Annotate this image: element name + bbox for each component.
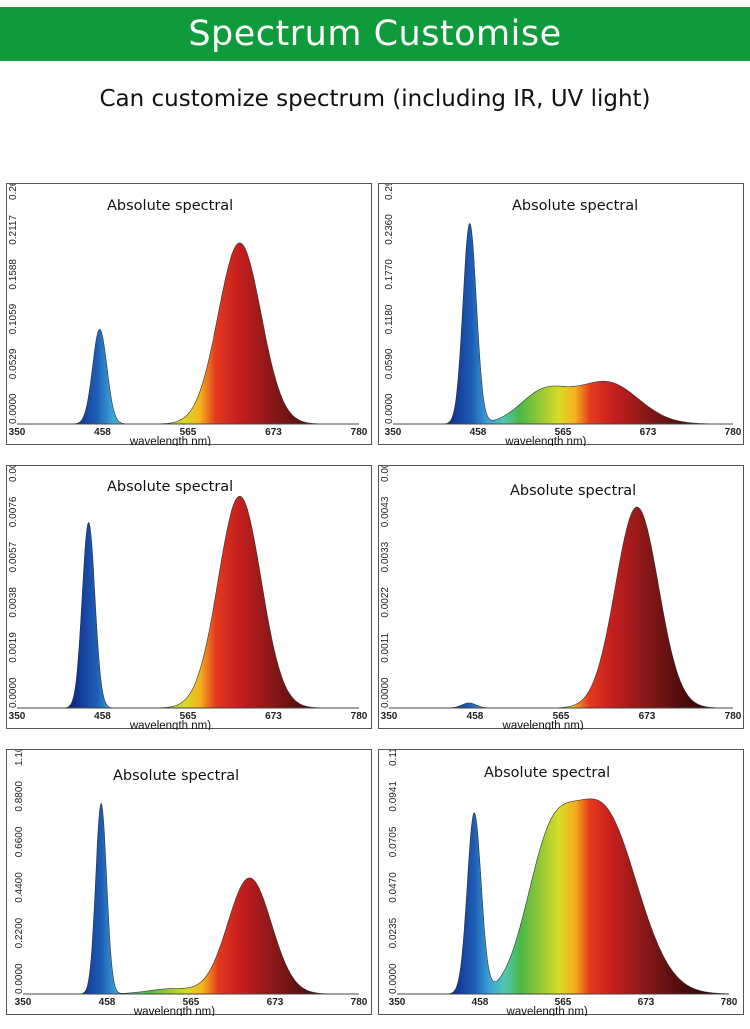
spectrum-chart-2: Absolute spectral 350 458 565 673 780 0.0000 0… — [378, 183, 744, 446]
x-tick-label: 350 — [15, 997, 32, 1008]
x-axis-label: wavelength nm) — [129, 720, 211, 730]
spectrum-area — [17, 495, 359, 709]
y-tick-label: 0.0590 — [384, 348, 395, 379]
y-tick-label: 0.0235 — [388, 917, 399, 948]
y-tick-label: 0.0011 — [380, 633, 391, 663]
x-tick-label: 565 — [555, 997, 572, 1008]
spectrum-chart-6: Absolute spectral 350 458 565 673 780 0.0000 0… — [378, 749, 744, 1016]
spectrum-area — [397, 798, 730, 995]
x-tick-label: 565 — [180, 711, 197, 722]
x-axis-label: wavelength nm) — [504, 436, 586, 446]
x-tick-label: 565 — [555, 427, 572, 438]
y-tick-label: 0.0033 — [380, 541, 391, 572]
y-tick-label: 0.2200 — [14, 917, 25, 948]
x-tick-label: 780 — [725, 711, 742, 722]
y-tick-label: 0.0019 — [8, 632, 19, 663]
y-tick-label: 0.4400 — [14, 872, 25, 903]
x-tick-label: 458 — [472, 997, 489, 1008]
y-tick-label: 0.0057 — [8, 541, 19, 572]
x-tick-label: 780 — [351, 711, 368, 722]
x-tick-label: 673 — [638, 997, 655, 1008]
spectrum-chart-5: Absolute spectral 350 458 565 673 780 0.0000 0… — [6, 749, 372, 1016]
x-tick-label: 780 — [725, 427, 742, 438]
y-tick-label: 0.0054 — [380, 466, 391, 482]
x-tick-label: 673 — [639, 711, 656, 722]
x-tick-label: 673 — [265, 711, 282, 722]
y-tick-label: 0.0000 — [384, 393, 395, 424]
y-tick-label: 0.1176 — [388, 750, 399, 766]
chart-canvas: 350 458 565 673 780 0.0000 0.0235 0.0470 0.0705 0… — [388, 750, 738, 1016]
x-tick-label: 350 — [9, 711, 26, 722]
y-tick-label: 0.8800 — [14, 781, 25, 812]
chart-title: Absolute spectral — [113, 768, 240, 784]
chart-canvas: 350 458 565 673 780 0.0000 0.0019 0.0038 0.0057 0… — [8, 466, 368, 730]
x-axis-label: wavelength nm) — [129, 436, 211, 446]
banner-title: Spectrum Customise — [188, 14, 562, 54]
x-tick-label: 565 — [183, 997, 200, 1008]
x-axis-label: wavelength nm) — [133, 1006, 215, 1016]
chart-title: Absolute spectral — [512, 198, 639, 214]
y-tick-label: 0.0000 — [388, 963, 399, 994]
y-tick-label: 0.0000 — [380, 677, 391, 708]
spectrum-area — [393, 222, 733, 425]
x-tick-label: 673 — [265, 427, 282, 438]
y-tick-label: 0.0043 — [380, 496, 391, 527]
x-tick-label: 673 — [640, 427, 657, 438]
chart-title: Absolute spectral — [107, 479, 234, 495]
chart-canvas: 350 458 565 673 780 0.0000 0.0590 0.1180 0.1770 0… — [384, 184, 742, 446]
spectrum-area — [389, 506, 733, 709]
y-tick-label: 0.1588 — [8, 259, 19, 290]
spectrum-chart-3: Absolute spectral 350 458 565 673 780 0.0000 0… — [6, 465, 372, 730]
chart-title: Absolute spectral — [510, 483, 637, 499]
x-tick-label: 780 — [351, 427, 368, 438]
spectrum-area — [23, 802, 359, 995]
y-tick-label: 0.0038 — [8, 587, 19, 618]
spectrum-chart-1: Absolute spectral 350 458 565 673 780 0.0000 0… — [6, 183, 372, 446]
x-tick-label: 780 — [351, 997, 368, 1008]
y-tick-label: 0.0000 — [8, 677, 19, 708]
y-tick-label: 0.1770 — [384, 259, 395, 290]
x-tick-label: 565 — [553, 711, 570, 722]
y-tick-label: 0.2950 — [384, 184, 395, 200]
x-tick-label: 350 — [389, 997, 406, 1008]
x-tick-label: 673 — [267, 997, 284, 1008]
y-tick-label: 0.0705 — [388, 826, 399, 857]
chart-canvas: 350 458 565 673 780 0.0000 0.2200 0.4400 0.6600 0… — [14, 750, 368, 1016]
x-tick-label: 458 — [94, 427, 111, 438]
y-tick-label: 0.0022 — [380, 587, 391, 618]
x-tick-label: 565 — [180, 427, 197, 438]
header-banner: Spectrum Customise — [0, 7, 750, 61]
y-tick-label: 0.0000 — [14, 963, 25, 994]
y-tick-label: 1.1000 — [14, 750, 25, 766]
y-tick-label: 0.0076 — [8, 496, 19, 527]
y-tick-label: 0.0941 — [388, 781, 399, 812]
chart-canvas: 350 458 565 673 780 0.0000 0.0529 0.1059 0.1588 0… — [8, 184, 368, 446]
spectrum-area — [17, 242, 359, 425]
chart-title: Absolute spectral — [107, 198, 234, 214]
y-tick-label: 0.6600 — [14, 826, 25, 857]
y-tick-label: 0.1059 — [8, 303, 19, 334]
y-tick-label: 0.1180 — [384, 304, 395, 334]
x-tick-label: 350 — [385, 427, 402, 438]
x-axis-label: wavelength nm) — [502, 720, 584, 730]
y-tick-label: 0.2117 — [8, 215, 19, 245]
x-tick-label: 458 — [467, 711, 484, 722]
x-tick-label: 780 — [721, 997, 738, 1008]
x-tick-label: 458 — [99, 997, 116, 1008]
y-tick-label: 0.2360 — [384, 214, 395, 245]
chart-title: Absolute spectral — [484, 765, 611, 781]
x-tick-label: 350 — [381, 711, 398, 722]
y-tick-label: 0.0529 — [8, 348, 19, 379]
x-tick-label: 458 — [470, 427, 487, 438]
spectrum-chart-4: Absolute spectral 350 458 565 673 780 0.0000 0… — [378, 465, 744, 730]
y-tick-label: 0.0470 — [388, 872, 399, 903]
y-tick-label: 0.2647 — [8, 184, 19, 200]
y-tick-label: 0.0095 — [8, 466, 19, 482]
x-axis-label: wavelength nm) — [506, 1006, 588, 1016]
page-subtitle: Can customize spectrum (including IR, UV… — [99, 86, 651, 112]
x-tick-label: 458 — [94, 711, 111, 722]
chart-canvas: 350 458 565 673 780 0.0000 0.0011 0.0022 0.0033 0… — [380, 466, 742, 730]
y-tick-label: 0.0000 — [8, 393, 19, 424]
x-tick-label: 350 — [9, 427, 26, 438]
